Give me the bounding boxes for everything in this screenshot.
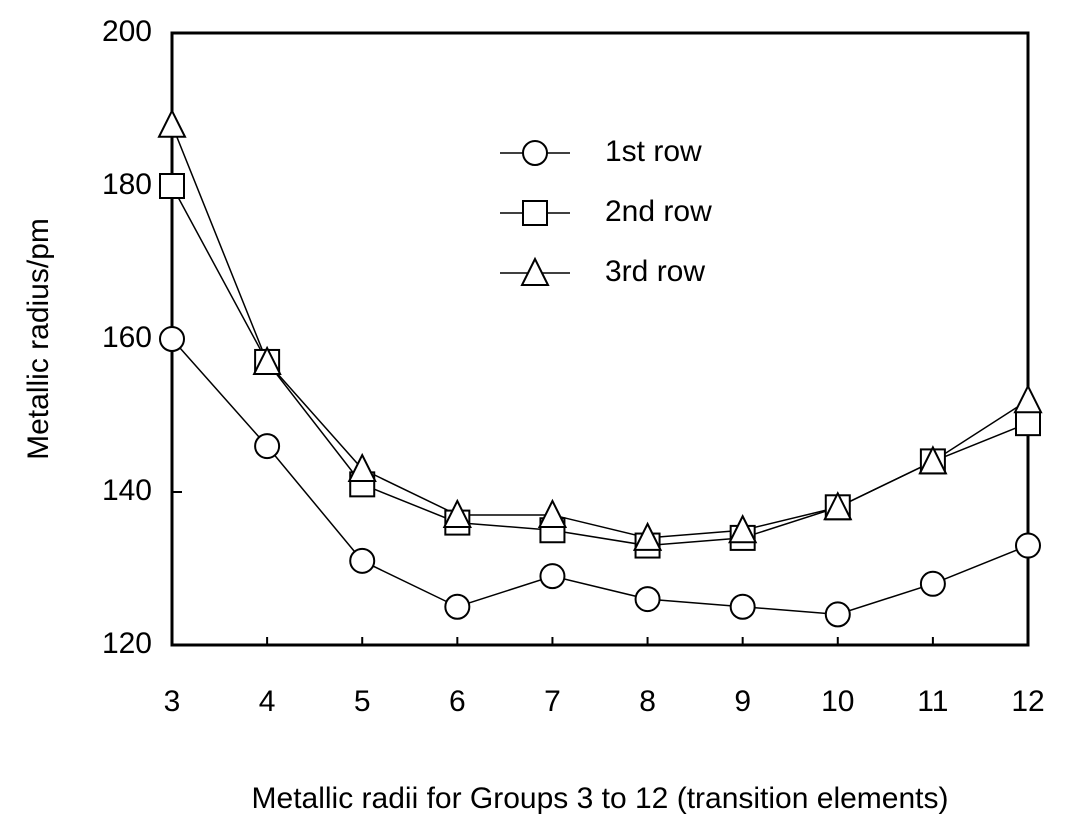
x-tick-label: 4 bbox=[259, 685, 276, 718]
marker bbox=[824, 601, 851, 628]
legend-label: 1st row bbox=[605, 135, 702, 168]
marker bbox=[159, 326, 185, 352]
x-tick-label: 9 bbox=[734, 685, 751, 718]
y-tick-label: 160 bbox=[102, 321, 152, 354]
marker bbox=[728, 514, 758, 544]
x-tick-label: 8 bbox=[639, 685, 656, 718]
series-line bbox=[171, 338, 1029, 616]
y-tick-label: 200 bbox=[102, 15, 152, 48]
marker bbox=[252, 345, 282, 375]
marker bbox=[1015, 410, 1041, 437]
x-axis-label: Metallic radii for Groups 3 to 12 (trans… bbox=[252, 782, 949, 815]
y-tick-label: 120 bbox=[102, 627, 152, 660]
marker bbox=[520, 256, 550, 286]
marker bbox=[522, 200, 548, 226]
legend-label: 3rd row bbox=[605, 255, 705, 288]
y-tick-label: 180 bbox=[102, 168, 152, 201]
marker bbox=[823, 491, 853, 521]
plot-frame bbox=[170, 31, 1030, 647]
x-tick-label: 6 bbox=[449, 685, 466, 718]
series-line bbox=[171, 185, 1029, 547]
marker bbox=[347, 452, 377, 483]
marker bbox=[522, 140, 548, 166]
marker bbox=[729, 593, 756, 620]
x-tick-label: 5 bbox=[354, 685, 371, 718]
x-tick-label: 12 bbox=[1011, 685, 1044, 718]
marker bbox=[634, 586, 661, 613]
x-tick-label: 11 bbox=[917, 685, 948, 718]
marker bbox=[444, 593, 471, 620]
marker bbox=[919, 570, 946, 597]
y-tick-label: 140 bbox=[102, 474, 152, 507]
x-tick-label: 3 bbox=[164, 685, 181, 718]
marker bbox=[918, 445, 948, 475]
marker bbox=[442, 498, 472, 528]
legend-label: 2nd row bbox=[605, 195, 712, 228]
marker bbox=[1013, 383, 1043, 414]
series-line bbox=[171, 124, 1029, 539]
marker bbox=[157, 108, 187, 138]
x-tick-label: 7 bbox=[544, 685, 561, 718]
marker bbox=[539, 563, 566, 590]
marker bbox=[632, 521, 663, 551]
marker bbox=[254, 433, 281, 460]
marker bbox=[537, 498, 568, 528]
x-tick-label: 10 bbox=[821, 685, 854, 718]
marker bbox=[159, 173, 185, 199]
marker bbox=[349, 547, 376, 574]
marker bbox=[1015, 532, 1041, 559]
y-axis-label: Metallic radius/pm bbox=[22, 218, 55, 460]
